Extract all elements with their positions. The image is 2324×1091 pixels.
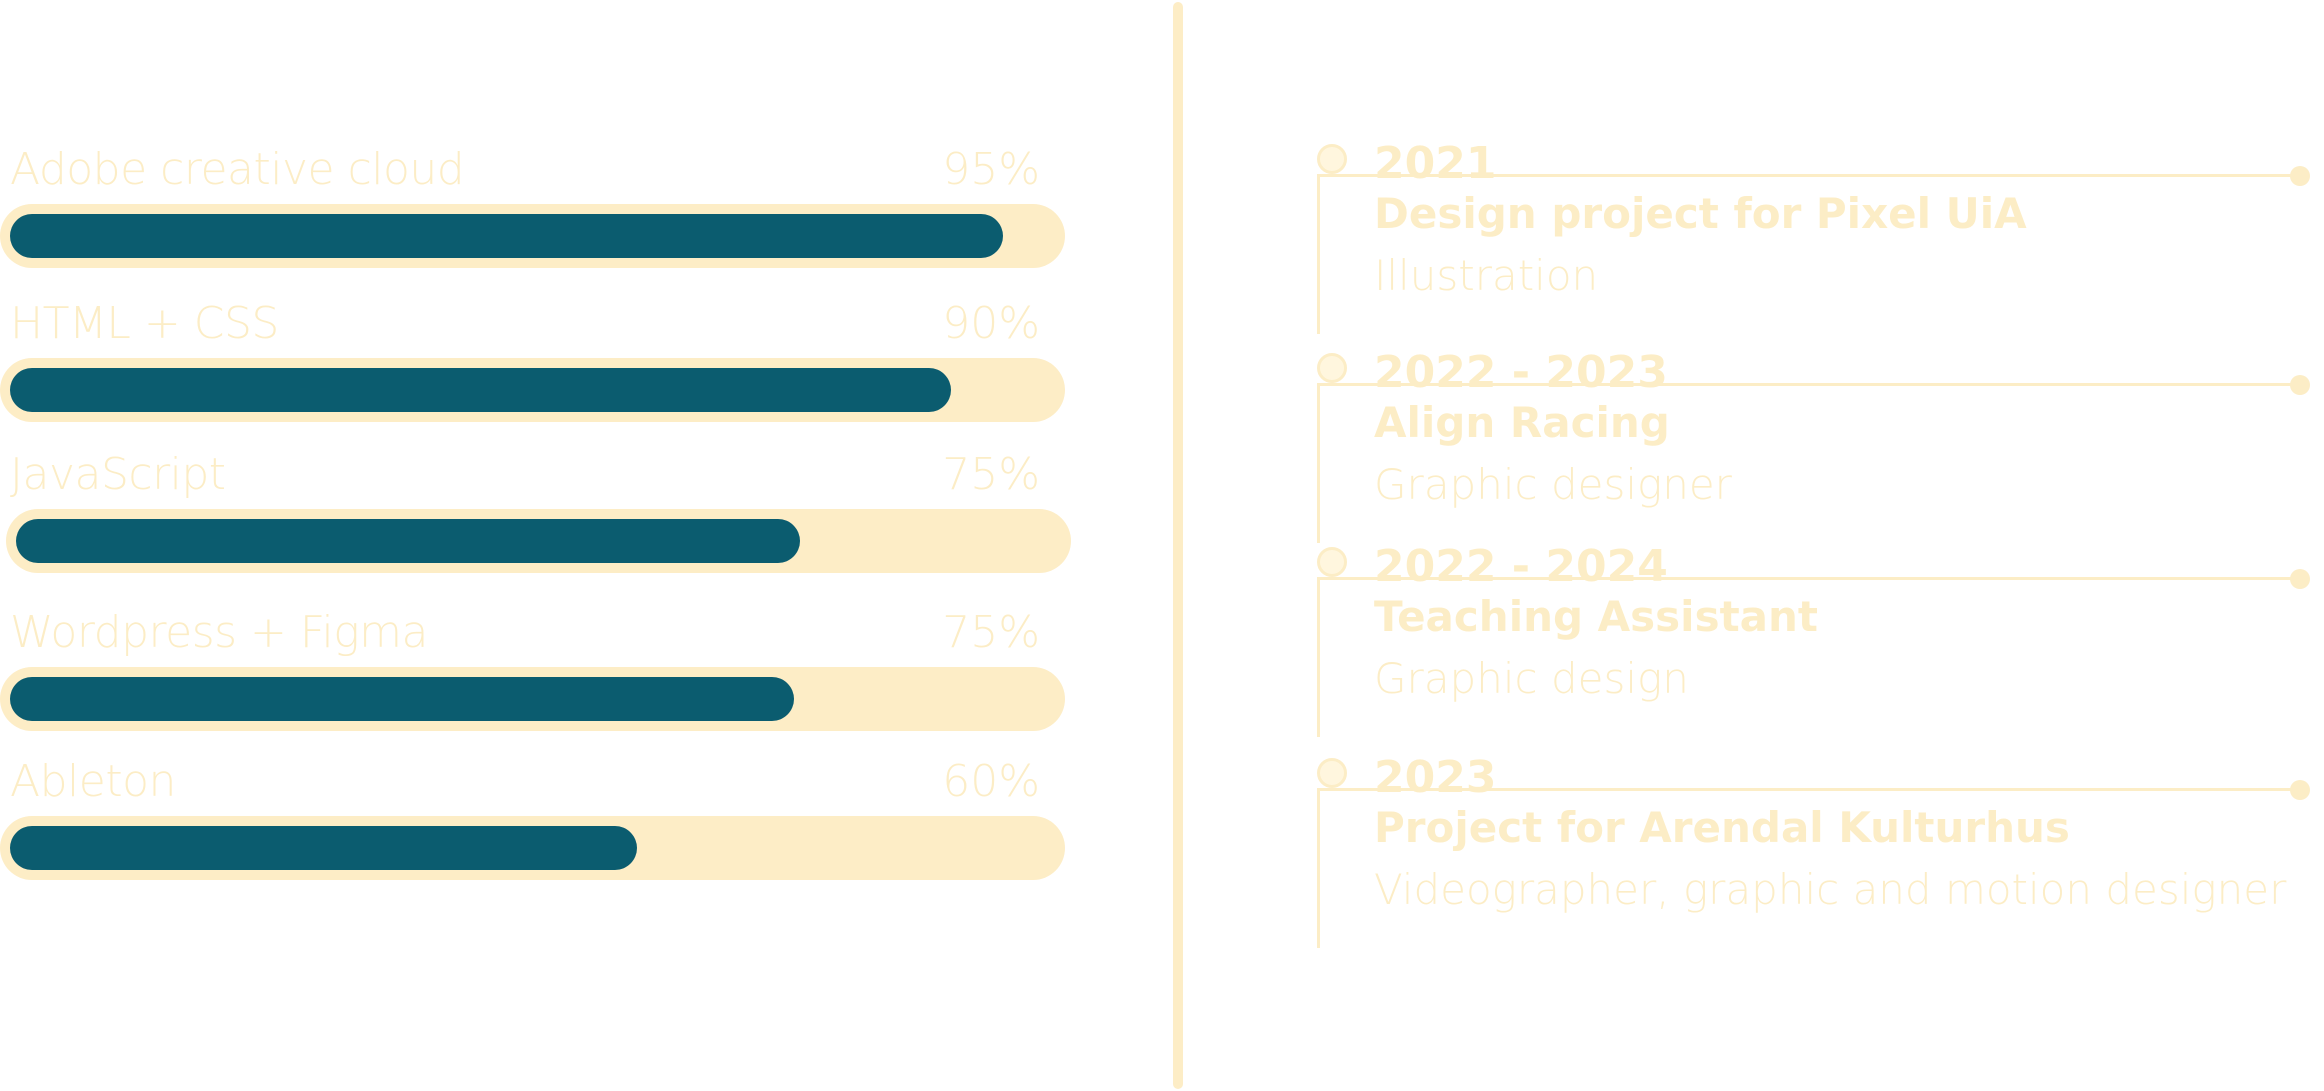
skill-progress-fill <box>10 214 1003 258</box>
timeline-end-dot-icon <box>2290 166 2310 186</box>
skill-progress-track <box>6 509 1071 573</box>
skill-progress-fill <box>10 677 794 721</box>
timeline-end-dot-icon <box>2290 569 2310 589</box>
timeline-rule <box>1317 174 2297 177</box>
experience-title: Align Racing <box>1374 398 1670 447</box>
skill-percent: 90% <box>942 298 1040 349</box>
skill-name: Wordpress + Figma <box>10 607 428 658</box>
experience-year: 2021 <box>1374 138 1497 189</box>
timeline-stem <box>1317 383 1320 543</box>
skill-name: HTML + CSS <box>10 298 279 349</box>
skill-item: HTML + CSS 90% <box>0 294 1070 434</box>
timeline-rule <box>1317 383 2297 386</box>
experience-role: Illustration <box>1374 251 1599 300</box>
experience-title: Teaching Assistant <box>1374 592 1818 641</box>
experience-role: Graphic design <box>1374 654 1689 703</box>
timeline-rule <box>1317 788 2297 791</box>
experience-role: Graphic designer <box>1374 460 1732 509</box>
experience-section: 2021 Design project for Pixel UiA Illust… <box>1300 0 2324 1091</box>
experience-role: Videographer, graphic and motion designe… <box>1374 865 2287 914</box>
skill-item: Adobe creative cloud 95% <box>0 140 1070 280</box>
experience-entry: 2022 - 2023 Align Racing Graphic designe… <box>1300 347 2320 553</box>
experience-entry: 2022 - 2024 Teaching Assistant Graphic d… <box>1300 541 2320 747</box>
experience-entry: 2021 Design project for Pixel UiA Illust… <box>1300 138 2320 344</box>
skill-progress-track <box>0 358 1065 422</box>
experience-title: Design project for Pixel UiA <box>1374 189 2027 238</box>
experience-year: 2023 <box>1374 752 1497 803</box>
timeline-end-dot-icon <box>2290 375 2310 395</box>
skills-section: Adobe creative cloud 95% HTML + CSS 90% … <box>0 0 1100 1091</box>
timeline-rule <box>1317 577 2297 580</box>
skill-percent: 60% <box>942 756 1040 807</box>
skill-percent: 75% <box>942 607 1040 658</box>
skill-progress-fill <box>10 826 637 870</box>
timeline-dot-icon <box>1317 547 1347 577</box>
timeline-end-dot-icon <box>2290 780 2310 800</box>
timeline-dot-icon <box>1317 144 1347 174</box>
skill-item: Wordpress + Figma 75% <box>0 603 1070 743</box>
skill-progress-fill <box>10 368 951 412</box>
skill-progress-track <box>0 667 1065 731</box>
skill-name: Adobe creative cloud <box>10 144 465 195</box>
column-divider <box>1173 2 1183 1089</box>
skill-name: JavaScript <box>10 449 226 500</box>
skill-progress-track <box>0 816 1065 880</box>
skill-progress-fill <box>16 519 800 563</box>
experience-entry: 2023 Project for Arendal Kulturhus Video… <box>1300 752 2320 958</box>
skill-progress-track <box>0 204 1065 268</box>
skill-item: JavaScript 75% <box>0 445 1071 585</box>
skill-percent: 75% <box>942 449 1040 500</box>
timeline-dot-icon <box>1317 353 1347 383</box>
skill-item: Ableton 60% <box>0 752 1070 892</box>
experience-title: Project for Arendal Kulturhus <box>1374 803 2070 852</box>
timeline-stem <box>1317 788 1320 948</box>
timeline-stem <box>1317 577 1320 737</box>
skill-name: Ableton <box>10 756 176 807</box>
experience-year: 2022 - 2023 <box>1374 347 1668 398</box>
timeline-stem <box>1317 174 1320 334</box>
skill-percent: 95% <box>942 144 1040 195</box>
timeline-dot-icon <box>1317 758 1347 788</box>
experience-year: 2022 - 2024 <box>1374 541 1668 592</box>
